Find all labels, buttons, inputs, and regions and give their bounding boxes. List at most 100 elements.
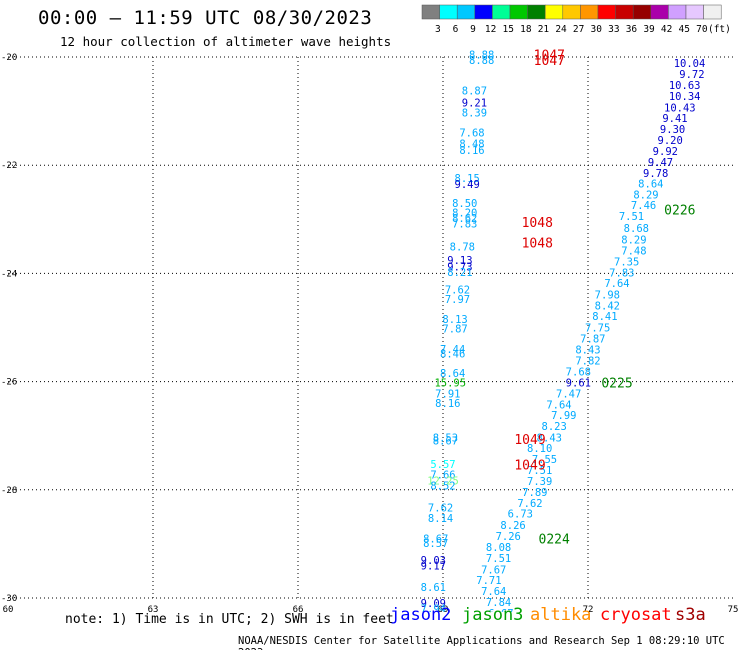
wave-height-label: 9.47 [648,157,673,169]
wave-height-label: 7.89 [522,487,547,499]
wave-height-label: 15.95 [434,378,466,390]
legend-label: 33 [608,24,619,35]
color-legend: 3 6 9 12 15 18 21 24 27 30 33 36 39 42 45 70 (ft) [421,4,731,35]
wave-height-label: 8.16 [435,398,460,410]
wave-height-label: 7.75 [585,323,610,335]
pass-time-label: 1047 [534,54,565,69]
wave-height-label: 10.04 [674,58,706,70]
legend-label: 27 [573,24,584,35]
wave-height-label: 8.08 [486,542,511,554]
x-tick-label: 60 [3,605,14,612]
chart-title: 00:00 – 11:59 UTC 08/30/2023 [38,7,373,29]
wave-height-label: 7.64 [481,586,506,598]
wave-height-label: 8.13 [442,314,467,326]
wave-height-label: 9.78 [643,168,668,180]
wave-height-label: 8.42 [595,300,620,312]
legend-label: 3 [435,24,441,35]
wave-height-label: 9.49 [455,179,480,191]
wave-height-label: 9.21 [462,97,487,109]
y-tick-label: -26 [1,378,17,388]
wave-height-label: 10.63 [669,80,701,92]
wave-height-label: 7.97 [445,294,470,306]
wave-height-label: 8.62 [452,213,477,225]
wave-height-label: 12.25 [427,476,459,488]
wave-height-label: 8.88 [469,55,494,67]
y-tick-label: -22 [1,161,17,171]
pass-time-label: 0224 [539,532,570,547]
wave-height-label: 8.67 [433,436,458,448]
legend-swatch [703,4,722,20]
mission-altika: altika [530,605,592,625]
wave-height-label: 8.68 [624,223,649,235]
wave-height-label: 8.57 [423,538,448,550]
wave-height-label: 7.51 [619,211,644,223]
wave-height-label: 7.98 [595,289,620,301]
wave-height-label: 7.51 [527,465,552,477]
footer-credit: NOAA/NESDIS Center for Satellite Applica… [238,635,725,650]
wave-height-label: 7.87 [580,333,605,345]
wave-height-label: 8.61 [421,582,446,594]
pass-time-label: 1047 [534,48,565,63]
wave-height-label: 9.17 [421,561,446,573]
wave-height-label: 8.39 [462,108,487,120]
wave-height-label: 7.46 [631,200,656,212]
legend-label: 36 [626,24,638,35]
wave-height-label: 7.66 [430,470,455,482]
note-text: note: 1) Time is in UTC; 2) SWH is in fe… [65,612,394,627]
wave-height-label: 8.29 [621,234,646,246]
legend-label: 21 [538,24,550,35]
wave-height-label: 8.48 [459,139,484,151]
wave-height-label: 9.41 [662,113,687,125]
wave-height-label: 9.20 [658,135,683,147]
wave-height-label: 8.21 [447,267,472,279]
x-tick-label: 63 [148,605,159,612]
mission-jason3: jason3 [462,605,524,625]
wave-height-label: 9.09 [421,598,446,610]
wave-height-label: 8.43 [537,432,562,444]
wave-height-label: 8.52 [430,480,455,492]
x-tick-label: 72 [583,605,594,612]
x-tick-label: 69 [438,605,449,612]
y-tick-label: -28 [1,486,17,496]
wave-height-label: 7.94 [421,603,446,612]
chart-subtitle: 12 hour collection of altimeter wave hei… [60,34,392,49]
wave-height-label: 6.73 [508,509,533,521]
wave-height-label: 8.67 [423,533,448,545]
wave-height-label: 7.84 [486,597,511,609]
y-tick-label: -20 [1,53,17,63]
mission-cryosat: cryosat [600,605,672,625]
wave-height-label: 7.99 [551,410,576,422]
wave-height-label: 7.68 [459,128,484,140]
wave-height-label: 8.43 [575,345,600,357]
legend-label: 15 [503,24,514,35]
legend-label: 42 [661,24,672,35]
wave-height-label: 7.67 [481,564,506,576]
wave-height-label: 7.55 [532,454,557,466]
wave-height-label: 8.20 [452,207,477,219]
wave-height-label: 7.48 [621,246,646,258]
wave-height-label: 8.50 [452,198,477,210]
legend-label: 45 [679,24,690,35]
y-tick-label: -30 [1,594,17,604]
legend-label: 6 [453,24,459,35]
wave-height-label: 7.62 [445,285,470,297]
wave-height-label: 7.71 [476,575,501,587]
mission-s3a: s3a [675,605,706,625]
pass-time-label: 0226 [664,204,695,219]
wave-height-label: 9.03 [421,555,446,567]
wave-height-label: 7.51 [486,553,511,565]
wave-height-label: 7.68 [566,366,591,378]
wave-height-label: 8.53 [433,432,458,444]
wave-height-label: 7.91 [435,389,460,401]
wave-height-label: 6.67 [488,608,513,612]
wave-height-label: 9.92 [653,146,678,158]
wave-height-label: 8.41 [592,311,617,323]
pass-time-label: 1048 [522,237,553,252]
wave-height-label: 8.29 [633,189,658,201]
wave-height-label: 7.87 [442,324,467,336]
x-tick-label: 75 [728,605,739,612]
wave-height-label: 7.26 [496,531,521,543]
wave-height-label: 9.72 [679,69,704,81]
wave-height-label: 8.87 [462,86,487,98]
